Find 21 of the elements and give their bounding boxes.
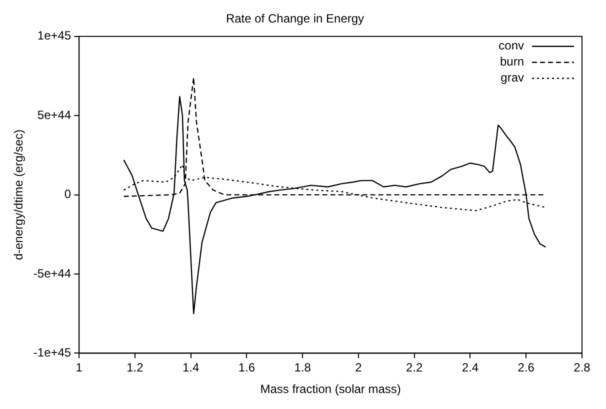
x-tick-label: 2.8 xyxy=(574,360,591,375)
y-tick-label: -1e+45 xyxy=(33,346,72,360)
x-axis-title: Mass fraction (solar mass) xyxy=(260,382,401,396)
legend-label: grav xyxy=(500,70,524,85)
x-tick-label: 1.8 xyxy=(294,360,312,375)
x-tick-label: 1.2 xyxy=(126,360,144,375)
y-tick-label: 5e+44 xyxy=(37,108,72,122)
x-tick-label: 2.2 xyxy=(406,360,424,375)
y-tick-label: 1e+45 xyxy=(37,28,72,43)
legend-label: conv xyxy=(498,38,524,53)
legend-label: burn xyxy=(500,54,524,69)
x-tick-label: 1.4 xyxy=(182,360,200,375)
y-tick-label: -5e+44 xyxy=(33,266,72,280)
y-tick-label: 0 xyxy=(64,187,72,202)
x-tick-label: 2 xyxy=(355,360,362,375)
x-tick-label: 2.4 xyxy=(462,360,479,375)
x-tick-label: 2.6 xyxy=(518,360,535,375)
x-tick-label: 1 xyxy=(76,360,83,375)
y-axis-title: d-energy/dtime (erg/sec) xyxy=(12,129,26,260)
chart-title: Rate of Change in Energy xyxy=(226,12,364,26)
x-tick-label: 1.6 xyxy=(238,360,256,375)
